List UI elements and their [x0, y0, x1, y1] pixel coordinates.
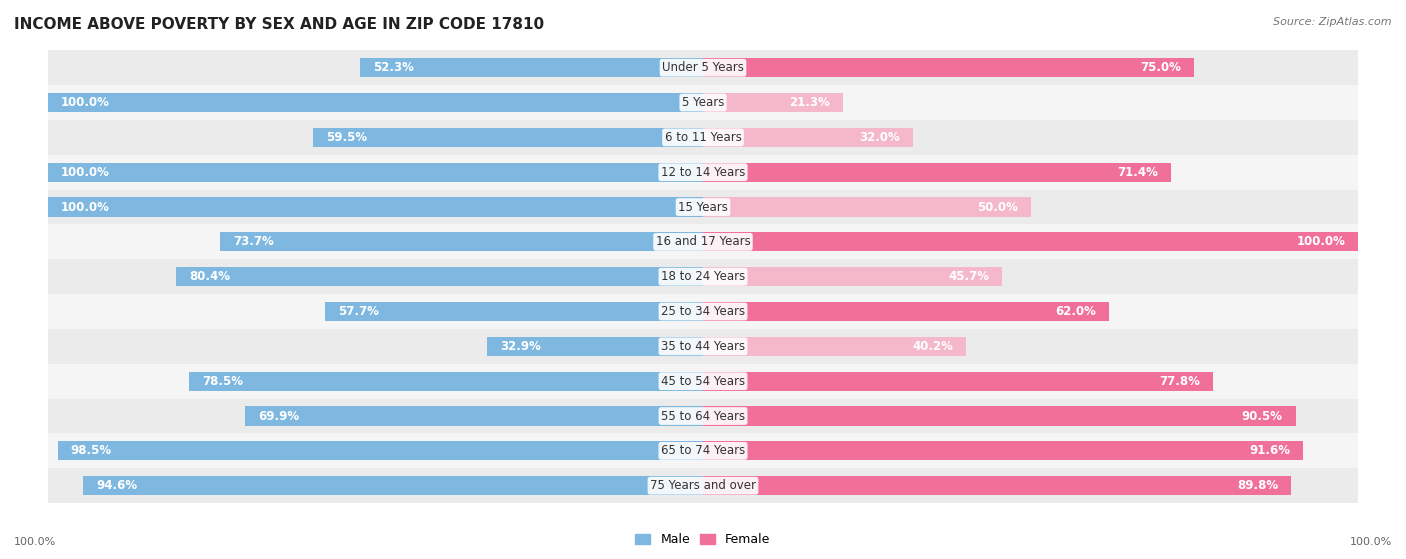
Bar [48, 364, 1358, 399]
Bar [48, 259, 1358, 294]
Bar [48, 163, 703, 182]
Text: 77.8%: 77.8% [1159, 375, 1199, 388]
Bar [703, 233, 1358, 252]
Text: 32.9%: 32.9% [501, 340, 541, 353]
Bar [703, 372, 1213, 391]
Text: 45.7%: 45.7% [948, 270, 990, 283]
Text: 73.7%: 73.7% [233, 235, 274, 248]
Bar [703, 476, 1291, 495]
Bar [48, 190, 1358, 225]
Bar [48, 225, 1358, 259]
Bar [221, 233, 703, 252]
Text: 71.4%: 71.4% [1116, 165, 1157, 179]
Text: 35 to 44 Years: 35 to 44 Years [661, 340, 745, 353]
Bar [703, 128, 912, 147]
Bar [488, 337, 703, 356]
Bar [58, 441, 703, 461]
Text: 15 Years: 15 Years [678, 201, 728, 214]
Text: 94.6%: 94.6% [96, 479, 138, 492]
Bar [48, 197, 703, 217]
Text: 55 to 64 Years: 55 to 64 Years [661, 410, 745, 423]
Text: 100.0%: 100.0% [60, 165, 110, 179]
Bar [703, 58, 1195, 77]
Text: 100.0%: 100.0% [14, 537, 56, 547]
Bar [325, 302, 703, 321]
Text: 6 to 11 Years: 6 to 11 Years [665, 131, 741, 144]
Bar [176, 267, 703, 286]
Text: INCOME ABOVE POVERTY BY SEX AND AGE IN ZIP CODE 17810: INCOME ABOVE POVERTY BY SEX AND AGE IN Z… [14, 17, 544, 32]
Bar [703, 337, 966, 356]
Text: 89.8%: 89.8% [1237, 479, 1278, 492]
Text: 69.9%: 69.9% [259, 410, 299, 423]
Bar [48, 399, 1358, 433]
Text: 62.0%: 62.0% [1056, 305, 1097, 318]
Bar [48, 433, 1358, 468]
Text: 100.0%: 100.0% [1296, 235, 1346, 248]
Text: 5 Years: 5 Years [682, 96, 724, 109]
Text: 21.3%: 21.3% [789, 96, 830, 109]
Text: 57.7%: 57.7% [337, 305, 378, 318]
Bar [703, 163, 1171, 182]
Text: 59.5%: 59.5% [326, 131, 367, 144]
Text: 100.0%: 100.0% [1350, 537, 1392, 547]
Text: 98.5%: 98.5% [70, 444, 112, 457]
Text: 91.6%: 91.6% [1249, 444, 1291, 457]
Text: 45 to 54 Years: 45 to 54 Years [661, 375, 745, 388]
Bar [48, 329, 1358, 364]
Text: 32.0%: 32.0% [859, 131, 900, 144]
Bar [48, 50, 1358, 85]
Text: 18 to 24 Years: 18 to 24 Years [661, 270, 745, 283]
Text: Source: ZipAtlas.com: Source: ZipAtlas.com [1274, 17, 1392, 27]
Text: 100.0%: 100.0% [60, 201, 110, 214]
Bar [48, 85, 1358, 120]
Bar [703, 197, 1031, 217]
Bar [48, 120, 1358, 155]
Bar [48, 294, 1358, 329]
Bar [48, 155, 1358, 190]
Text: 75 Years and over: 75 Years and over [650, 479, 756, 492]
Text: 40.2%: 40.2% [912, 340, 953, 353]
Bar [360, 58, 703, 77]
Text: Under 5 Years: Under 5 Years [662, 61, 744, 74]
Bar [703, 302, 1109, 321]
Bar [188, 372, 703, 391]
Text: 16 and 17 Years: 16 and 17 Years [655, 235, 751, 248]
Bar [703, 406, 1296, 425]
Text: 80.4%: 80.4% [190, 270, 231, 283]
Text: 25 to 34 Years: 25 to 34 Years [661, 305, 745, 318]
Text: 52.3%: 52.3% [374, 61, 415, 74]
Text: 100.0%: 100.0% [60, 96, 110, 109]
Bar [314, 128, 703, 147]
Bar [48, 93, 703, 112]
Text: 75.0%: 75.0% [1140, 61, 1181, 74]
Text: 90.5%: 90.5% [1241, 410, 1282, 423]
Bar [703, 441, 1303, 461]
Bar [703, 267, 1002, 286]
Text: 12 to 14 Years: 12 to 14 Years [661, 165, 745, 179]
Bar [48, 468, 1358, 503]
Bar [703, 93, 842, 112]
Bar [83, 476, 703, 495]
Text: 50.0%: 50.0% [977, 201, 1018, 214]
Bar [245, 406, 703, 425]
Text: 78.5%: 78.5% [201, 375, 243, 388]
Text: 65 to 74 Years: 65 to 74 Years [661, 444, 745, 457]
Legend: Male, Female: Male, Female [630, 528, 776, 551]
